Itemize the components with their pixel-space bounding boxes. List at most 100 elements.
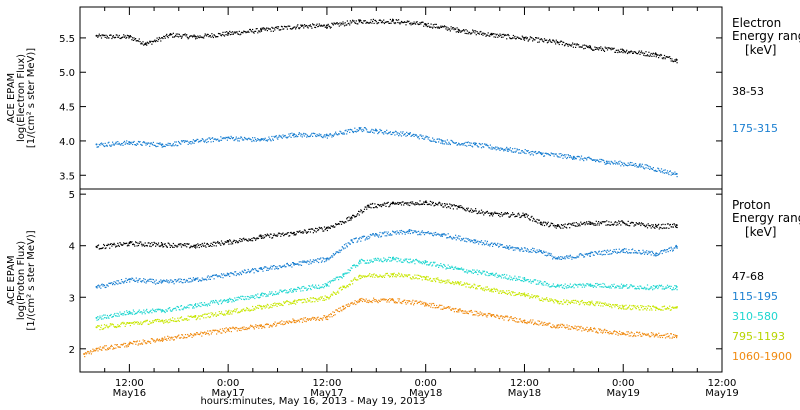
scatter-mark: [447, 264, 449, 266]
scatter-mark: [323, 135, 325, 137]
scatter-mark: [604, 285, 606, 287]
scatter-mark: [335, 293, 337, 295]
scatter-mark: [334, 226, 336, 228]
scatter-mark: [577, 44, 579, 46]
scatter-mark: [203, 317, 205, 319]
scatter-mark: [649, 166, 651, 168]
scatter-mark: [600, 283, 602, 285]
scatter-mark: [500, 275, 502, 277]
scatter-mark: [468, 269, 470, 272]
scatter-mark: [539, 222, 541, 224]
scatter-mark: [646, 55, 648, 57]
scatter-mark: [652, 168, 654, 170]
scatter-mark: [108, 282, 110, 284]
scatter-mark: [115, 142, 117, 144]
scatter-mark: [577, 256, 579, 258]
scatter-mark: [104, 286, 106, 289]
scatter-mark: [649, 309, 651, 311]
scatter-mark: [671, 289, 673, 291]
scatter-mark: [492, 245, 494, 247]
scatter-mark: [301, 136, 303, 138]
scatter-mark: [560, 224, 563, 226]
scatter-mark: [112, 141, 114, 143]
scatter-mark: [150, 338, 152, 340]
scatter-mark: [146, 142, 148, 144]
scatter-mark: [372, 20, 374, 22]
scatter-mark: [146, 244, 148, 247]
scatter-mark: [130, 142, 132, 145]
scatter-mark: [393, 131, 395, 133]
scatter-mark: [111, 245, 113, 247]
scatter-mark: [464, 240, 466, 242]
scatter-mark: [643, 168, 646, 170]
scatter-mark: [577, 223, 579, 225]
scatter-mark: [396, 230, 398, 232]
scatter-mark: [351, 129, 353, 131]
scatter-mark: [577, 155, 579, 157]
scatter-mark: [197, 303, 199, 305]
scatter-mark: [591, 159, 593, 161]
scatter-mark: [675, 173, 677, 175]
scatter-mark: [503, 213, 505, 215]
scatter-mark: [200, 302, 203, 304]
scatter-mark: [500, 212, 503, 214]
scatter-mark: [466, 238, 468, 240]
scatter-mark: [399, 260, 401, 262]
scatter-mark: [526, 295, 528, 297]
scatter-mark: [215, 312, 217, 314]
scatter-mark: [134, 144, 136, 146]
scatter-mark: [204, 304, 206, 307]
scatter-mark: [180, 37, 183, 39]
scatter-mark: [206, 279, 208, 281]
scatter-mark: [603, 253, 605, 256]
scatter-mark: [347, 242, 349, 244]
scatter-mark: [132, 313, 134, 315]
scatter-mark: [263, 138, 266, 140]
scatter-mark: [605, 47, 607, 49]
scatter-mark: [158, 319, 160, 321]
scatter-mark: [417, 137, 419, 139]
scatter-mark: [177, 140, 180, 143]
scatter-mark: [498, 292, 500, 294]
scatter-mark: [137, 281, 139, 283]
scatter-mark: [184, 318, 186, 320]
scatter-mark: [649, 306, 651, 308]
scatter-mark: [286, 137, 288, 139]
scatter-mark: [327, 257, 329, 259]
scatter-mark: [112, 315, 114, 318]
scatter-mark: [104, 36, 106, 38]
scatter-mark: [218, 300, 220, 302]
scatter-mark: [612, 250, 614, 253]
scatter-mark: [498, 274, 500, 276]
scatter-mark: [387, 274, 389, 276]
scatter-mark: [273, 265, 275, 267]
scatter-mark: [340, 289, 343, 291]
scatter-mark: [597, 301, 599, 303]
scatter-mark: [584, 284, 586, 286]
scatter-mark: [313, 24, 315, 26]
scatter-mark: [108, 244, 110, 246]
scatter-mark: [197, 141, 200, 143]
scatter-mark: [367, 235, 369, 237]
scatter-mark: [475, 270, 477, 273]
scatter-mark: [502, 36, 504, 38]
scatter-mark: [146, 320, 148, 322]
scatter-mark: [491, 291, 493, 293]
scatter-mark: [438, 141, 440, 143]
scatter-mark: [190, 35, 192, 37]
scatter-mark: [279, 136, 281, 138]
scatter-mark: [116, 143, 118, 145]
scatter-mark: [504, 34, 506, 36]
scatter-mark: [610, 305, 612, 307]
scatter-mark: [104, 314, 106, 316]
scatter-mark: [130, 322, 132, 324]
scatter-mark: [395, 259, 397, 261]
scatter-mark: [176, 145, 178, 147]
scatter-mark: [614, 306, 616, 308]
scatter-mark: [177, 33, 179, 35]
scatter-mark: [180, 316, 183, 318]
scatter-mark: [304, 287, 306, 289]
scatter-mark: [179, 317, 181, 319]
scatter-mark: [200, 280, 202, 282]
scatter-mark: [509, 37, 511, 40]
